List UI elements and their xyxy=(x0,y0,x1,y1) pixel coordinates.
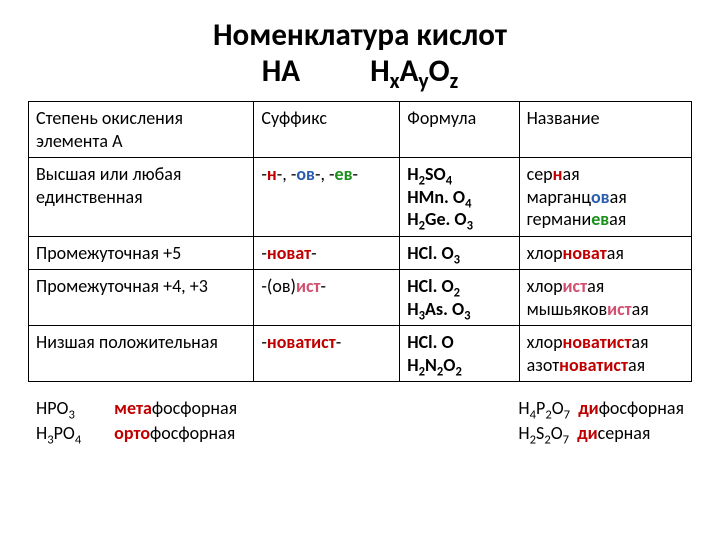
cell-formula: H2SO4 HMn. O4 H2Ge. O3 xyxy=(400,158,519,237)
hdr-suffix: Суффикс xyxy=(254,102,400,158)
cell-formula: HCl. O2 H3As. O3 xyxy=(400,270,519,326)
t-z: z xyxy=(450,67,459,94)
footer-line: H4P2O7 дифосфорная xyxy=(518,396,684,420)
t-h: H xyxy=(370,52,390,90)
t-a: A xyxy=(400,52,419,90)
cell-ox: Низшая положительная xyxy=(29,326,254,382)
table-row: Высшая или любая единственная -н-, -ов-,… xyxy=(29,158,692,237)
cell-ox: Промежуточная +4, +3 xyxy=(29,270,254,326)
cell-formula: HCl. O H2N2O2 xyxy=(400,326,519,382)
table-row: Низшая положительная -новатист- HCl. O H… xyxy=(29,326,692,382)
t-x: x xyxy=(390,67,400,94)
title-line2: HAHxAyOz xyxy=(262,54,459,90)
cell-suffix: -н-, -ов-, -ев- xyxy=(254,158,400,237)
cell-name: хлорноватая xyxy=(519,236,691,270)
slide-title: Номенклатура кислот HAHxAyOz xyxy=(28,18,692,89)
cell-formula: HCl. O3 xyxy=(400,236,519,270)
cell-suffix: -новатист- xyxy=(254,326,400,382)
t-y: y xyxy=(418,67,428,94)
footer-line: H3PO4 ортофосфорная xyxy=(36,421,237,445)
footer-line: H2S2O7 дисерная xyxy=(518,421,684,445)
hdr-formula: Формула xyxy=(400,102,519,158)
cell-ox: Высшая или любая единственная xyxy=(29,158,254,237)
title-line1: Номенклатура кислот xyxy=(28,18,692,54)
footer: HPO3 метафосфорная H3PO4 ортофосфорная H… xyxy=(28,382,692,445)
table-header-row: Степень окисления элемента A Суффикс Фор… xyxy=(29,102,692,158)
footer-line: HPO3 метафосфорная xyxy=(36,396,237,420)
hdr-oxidation: Степень окисления элемента A xyxy=(29,102,254,158)
table-row: Промежуточная +4, +3 -(ов)ист- HCl. O2 H… xyxy=(29,270,692,326)
cell-name: хлорноватистая азотноватистая xyxy=(519,326,691,382)
footer-left: HPO3 метафосфорная H3PO4 ортофосфорная xyxy=(36,396,237,445)
footer-right: H4P2O7 дифосфорная H2S2O7 дисерная xyxy=(518,396,684,445)
cell-ox: Промежуточная +5 xyxy=(29,236,254,270)
cell-suffix: -новат- xyxy=(254,236,400,270)
t-o: O xyxy=(429,52,450,90)
title-ha: HA xyxy=(262,52,300,90)
cell-name: серная марганцовая германиевая xyxy=(519,158,691,237)
table-row: Промежуточная +5 -новат- HCl. O3 хлорнов… xyxy=(29,236,692,270)
cell-suffix: -(ов)ист- xyxy=(254,270,400,326)
acid-table: Степень окисления элемента A Суффикс Фор… xyxy=(28,101,692,382)
hdr-name: Название xyxy=(519,102,691,158)
cell-name: хлористая мышьяковистая xyxy=(519,270,691,326)
